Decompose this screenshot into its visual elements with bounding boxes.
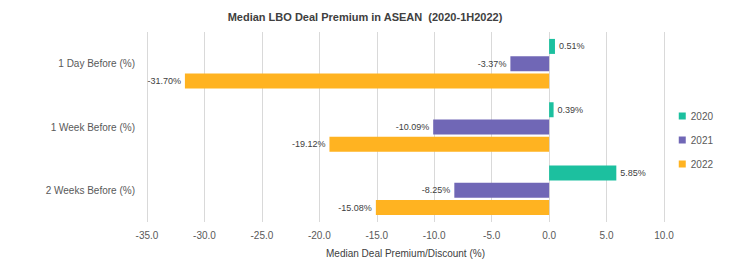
svg-text:-5.0: -5.0 — [483, 230, 501, 241]
svg-text:2022: 2022 — [691, 159, 714, 170]
svg-text:-15.0: -15.0 — [365, 230, 388, 241]
svg-text:2 Weeks Before (%): 2 Weeks Before (%) — [46, 185, 135, 196]
svg-text:2020: 2020 — [691, 111, 714, 122]
svg-text:-19.12%: -19.12% — [292, 139, 326, 149]
svg-text:5.85%: 5.85% — [620, 168, 646, 178]
svg-text:-25.0: -25.0 — [250, 230, 273, 241]
svg-text:0.39%: 0.39% — [558, 105, 584, 115]
svg-text:1 Week Before (%): 1 Week Before (%) — [51, 122, 135, 133]
svg-text:Median Deal Premium/Discount (: Median Deal Premium/Discount (%) — [326, 248, 485, 259]
svg-text:Median LBO Deal Premium in ASE: Median LBO Deal Premium in ASEAN (2020-1… — [228, 11, 503, 23]
svg-text:-35.0: -35.0 — [136, 230, 159, 241]
svg-text:-15.08%: -15.08% — [338, 203, 372, 213]
svg-text:0.51%: 0.51% — [559, 41, 585, 51]
svg-text:-30.0: -30.0 — [193, 230, 216, 241]
svg-text:0.0: 0.0 — [542, 230, 556, 241]
svg-text:-10.0: -10.0 — [423, 230, 446, 241]
svg-text:-8.25%: -8.25% — [422, 185, 451, 195]
svg-text:1 Day Before (%): 1 Day Before (%) — [58, 58, 135, 69]
svg-text:10.0: 10.0 — [654, 230, 674, 241]
svg-text:-31.70%: -31.70% — [147, 76, 181, 86]
svg-text:-20.0: -20.0 — [308, 230, 331, 241]
svg-text:-10.09%: -10.09% — [396, 122, 430, 132]
svg-text:2021: 2021 — [691, 135, 714, 146]
svg-text:5.0: 5.0 — [600, 230, 614, 241]
svg-text:-3.37%: -3.37% — [478, 59, 507, 69]
